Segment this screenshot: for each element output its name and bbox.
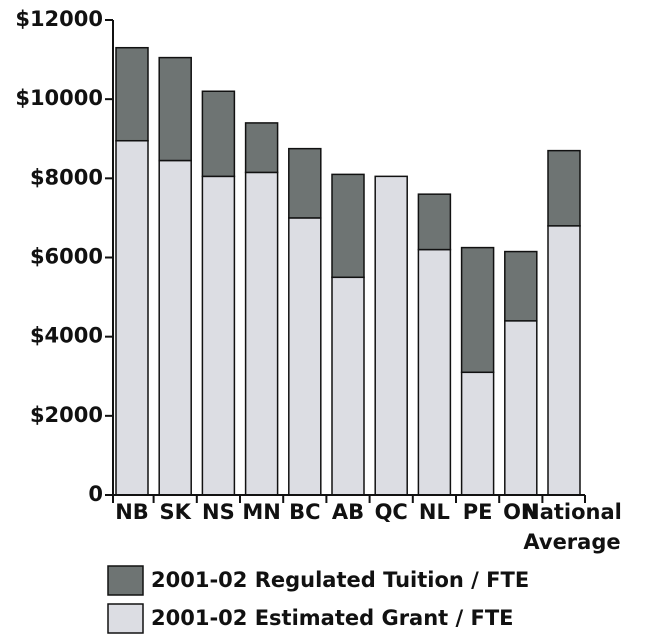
x-tick-label: National Average [522,500,622,554]
bar-segment [201,90,236,178]
x-tick-label: NS [202,500,235,524]
y-tick-label: $2000 [30,403,103,427]
bar-segment [547,149,581,227]
x-tick-label: ON [503,500,538,524]
bar-segment [460,371,495,496]
x-tick-label: MN [242,500,280,524]
bar-segment [547,225,581,496]
x-tick-label: PE [463,500,493,524]
bar-segment [201,175,236,496]
y-tick-label: $12000 [15,7,103,31]
y-tick-label: $8000 [30,165,103,189]
legend-swatch [107,603,144,634]
bar-segment [417,193,452,251]
bar-segment [417,248,452,496]
legend-label: 2001-02 Regulated Tuition / FTE [151,568,529,592]
y-tick-label: $6000 [30,245,103,269]
bar-segment [374,175,408,496]
x-tick-label: NB [115,500,149,524]
bar-segment [288,147,322,219]
legend-swatch [107,565,144,596]
bar-segment [331,276,365,496]
y-tick-label: $10000 [15,86,103,110]
x-tick-label: BC [289,500,320,524]
bar-segment [115,139,149,496]
bar-segment [158,56,192,162]
x-tick-label: SK [159,500,191,524]
bar-segment [331,173,365,279]
legend-label: 2001-02 Estimated Grant / FTE [151,606,514,630]
bar-segment [460,246,495,374]
y-tick-label: $4000 [30,324,103,348]
bar-segment [244,122,279,174]
y-tick-label: 0 [88,482,103,506]
bar-segment [244,171,279,496]
bar-segment [115,46,149,142]
bar-segment [504,250,538,322]
x-tick-label: AB [332,500,364,524]
x-tick-label: QC [375,500,408,524]
bar-segment [504,320,538,496]
bar-segment [288,217,322,496]
x-tick-label: NL [419,500,450,524]
bar-segment [158,159,192,496]
